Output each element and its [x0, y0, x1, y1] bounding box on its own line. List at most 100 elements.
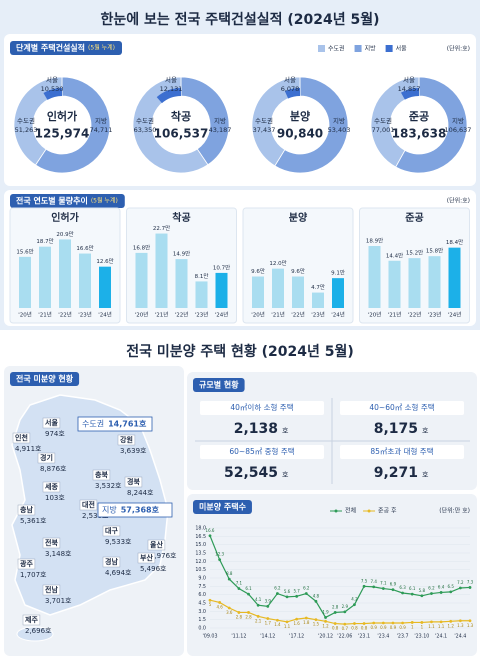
donut-title: 분양 — [290, 109, 310, 123]
x-tick-label: '22년 — [175, 311, 189, 319]
region-tag — [17, 558, 36, 570]
series-point — [276, 592, 279, 595]
region-name: 광주 — [20, 559, 33, 568]
bar-value-label: 9.6만 — [291, 267, 305, 275]
region-value: 9,533호 — [105, 538, 132, 546]
series-point — [227, 606, 231, 610]
point-label: 3.9 — [265, 598, 272, 603]
size-label: 40㎡이하 소형 주택 — [230, 402, 293, 412]
point-label: 7.3 — [467, 579, 474, 584]
legend-dot — [334, 509, 338, 513]
region-name: 전남 — [45, 585, 58, 594]
donut-total: 90,840 — [277, 127, 323, 141]
bar — [272, 268, 284, 308]
point-label: 1.2 — [322, 623, 329, 628]
size-label-bg — [200, 445, 324, 459]
series-line — [209, 535, 471, 619]
region-value: 2,696호 — [25, 627, 52, 635]
point-label: 1.2 — [448, 623, 455, 628]
region-name: 대전 — [82, 500, 95, 509]
region-name: 세종 — [45, 482, 58, 491]
y-tick-label: 1.5 — [198, 617, 206, 623]
point-label: 5.7 — [293, 588, 300, 593]
bar — [448, 247, 461, 308]
series-point — [458, 619, 462, 623]
bar-value-label: 18.9만 — [366, 237, 383, 245]
bar-value-label: 12.6만 — [96, 257, 113, 265]
donut-segment — [274, 76, 349, 174]
region-tag — [147, 539, 166, 551]
donut-value: 37,437 — [253, 126, 276, 134]
x-tick-label: '23년 — [78, 311, 92, 319]
bar-value-label: 18.4만 — [446, 238, 463, 246]
x-tick-label: '17.12 — [289, 634, 304, 640]
series-point — [449, 619, 453, 623]
region-name: 전북 — [45, 538, 58, 547]
series-point — [410, 592, 414, 596]
bar — [408, 258, 421, 308]
donut-label: 수도권 — [374, 117, 392, 125]
page-title: 한눈에 보는 전국 주택건설실적 (2024년 5월) — [100, 11, 379, 28]
series-point — [458, 586, 462, 590]
donut-value: 51,263 — [15, 126, 38, 134]
series-point — [430, 592, 433, 595]
region-name: 인천 — [15, 433, 28, 442]
bar-value-label: 15.6만 — [16, 247, 33, 255]
bar — [59, 239, 71, 308]
region-tag — [22, 614, 41, 626]
donut-value: 12,131 — [160, 85, 183, 93]
point-label: 0.9 — [371, 625, 378, 630]
point-label: 6.3 — [399, 585, 406, 590]
donut-segment — [132, 76, 209, 174]
bar-value-label: 9.6만 — [251, 267, 265, 275]
donut-label: 수도권 — [255, 117, 273, 125]
point-label: 1.4 — [274, 622, 281, 627]
y-tick-label: 4.5 — [198, 601, 206, 607]
donut-segment — [370, 76, 420, 168]
series-point — [304, 616, 308, 620]
region-tag — [117, 434, 136, 446]
series-point — [276, 618, 279, 622]
region-tag — [42, 537, 61, 549]
region-tag — [102, 556, 121, 568]
donut-value: 14,857 — [398, 85, 421, 93]
series-point — [314, 599, 318, 603]
bar — [79, 253, 91, 308]
size-label-bg — [340, 445, 464, 459]
region-name: 충북 — [95, 470, 108, 479]
summary-name: 수도권 — [82, 419, 104, 429]
y-tick-label: 7.5 — [198, 584, 206, 590]
bar-panel — [242, 207, 354, 324]
series-point — [285, 595, 289, 599]
x-tick-label: '22.06 — [337, 634, 352, 640]
size-label: 85㎡초과 대형 주택 — [370, 446, 433, 456]
section-tab — [10, 41, 122, 55]
region-tag — [42, 584, 61, 596]
summary-value: 57,368호 — [121, 505, 160, 515]
series-point — [343, 622, 347, 626]
summary-name: 지방 — [102, 505, 117, 515]
bar-value-label: 20.9만 — [56, 230, 73, 238]
size-unit: 호 — [282, 427, 289, 435]
series-line — [209, 599, 470, 625]
bar-value-label: 4.7만 — [311, 283, 325, 291]
donut-value: 106,637 — [445, 126, 472, 134]
series-point — [324, 616, 327, 619]
bar — [175, 259, 188, 308]
bar-value-label: 9.1만 — [331, 269, 345, 277]
series-point — [227, 577, 231, 581]
size-unit: 호 — [422, 427, 429, 435]
point-label: 5.6 — [284, 589, 291, 594]
point-label: 7.1 — [380, 581, 387, 586]
series-point — [237, 587, 241, 590]
donut-inner-segment — [156, 88, 181, 104]
series-point — [439, 620, 443, 624]
series-point — [266, 617, 270, 620]
section-tab — [10, 194, 125, 208]
point-label: 6.2 — [428, 586, 435, 591]
x-tick-label: '23년 — [311, 311, 325, 319]
point-label: 6.1 — [245, 586, 252, 591]
section-header: 규모별 현황 — [199, 380, 239, 390]
donut-segment — [395, 76, 468, 174]
point-label: 8.8 — [226, 571, 233, 576]
